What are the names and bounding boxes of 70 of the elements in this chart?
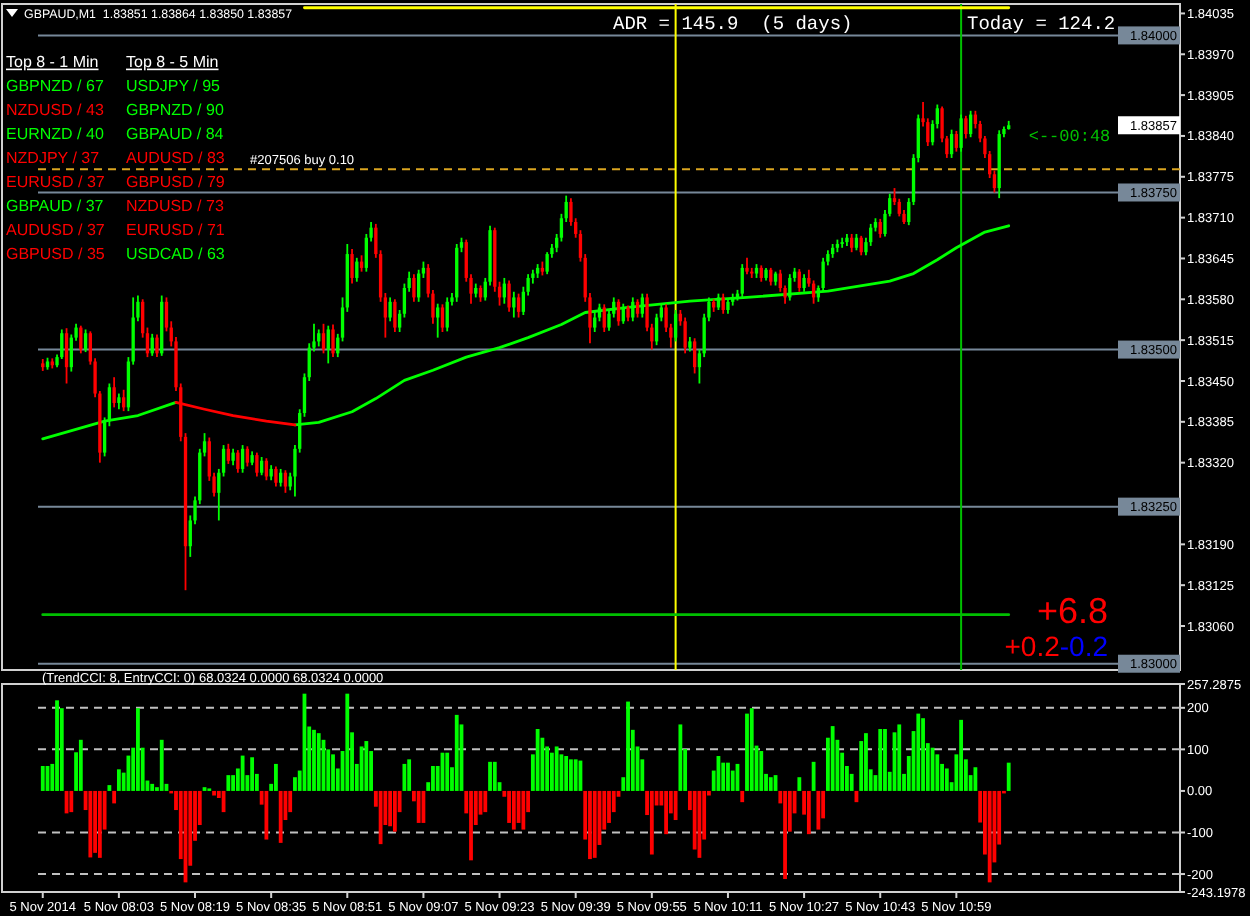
annotation: ADR = 145.9 (5 days) bbox=[613, 13, 853, 35]
candlestick bbox=[631, 296, 635, 323]
category-label: GBPUSD / 35 bbox=[6, 244, 106, 263]
candlestick bbox=[350, 248, 354, 285]
candlestick bbox=[326, 324, 330, 365]
candlestick bbox=[60, 328, 64, 360]
category-label: EURUSD / 71 bbox=[126, 220, 226, 239]
candlestick bbox=[740, 263, 744, 299]
candlestick bbox=[64, 327, 69, 385]
annotation: <--00:48 bbox=[1028, 126, 1111, 147]
candlestick bbox=[954, 130, 959, 153]
category-label: GBPAUD / 84 bbox=[126, 124, 225, 143]
candlestick bbox=[155, 333, 159, 359]
candlestick bbox=[516, 292, 521, 319]
candlestick bbox=[635, 298, 640, 319]
candlestick bbox=[388, 296, 392, 323]
candlestick bbox=[640, 292, 644, 319]
candlestick bbox=[274, 465, 278, 488]
candlestick bbox=[436, 302, 440, 339]
category-label: EURUSD / 37 bbox=[6, 172, 106, 191]
candlestick bbox=[79, 324, 83, 355]
candlestick bbox=[226, 442, 230, 465]
candlestick bbox=[331, 323, 335, 359]
candlestick bbox=[321, 322, 326, 355]
candlestick bbox=[959, 113, 963, 153]
category-label: NZDJPY / 37 bbox=[6, 148, 101, 167]
category-label: +6.8 bbox=[1036, 591, 1108, 631]
candlestick bbox=[393, 298, 397, 333]
candlestick bbox=[593, 310, 597, 333]
category-label: GBPUSD / 79 bbox=[126, 172, 226, 191]
annotation: Today = 124.2 bbox=[967, 13, 1116, 35]
candlestick bbox=[440, 303, 445, 333]
category-label: GBPAUD / 37 bbox=[6, 196, 105, 215]
candlestick bbox=[512, 290, 516, 319]
candlestick bbox=[673, 309, 678, 343]
candlestick bbox=[721, 292, 725, 315]
category-label: EURNZD / 40 bbox=[6, 124, 105, 143]
candlestick bbox=[255, 451, 259, 478]
category-label: -0.2 bbox=[1059, 630, 1109, 662]
text: Top 8 - 1 Min bbox=[6, 52, 99, 71]
candlestick bbox=[692, 337, 697, 375]
candlestick bbox=[283, 469, 288, 494]
candlestick bbox=[507, 279, 511, 313]
candlestick bbox=[683, 316, 687, 355]
candlestick bbox=[621, 302, 625, 325]
candlestick bbox=[83, 328, 88, 353]
candlestick bbox=[949, 128, 954, 159]
candlestick bbox=[121, 388, 126, 413]
category-label: NZDUSD / 43 bbox=[6, 100, 105, 119]
candlestick bbox=[545, 251, 549, 276]
category-label: NZDUSD / 73 bbox=[126, 196, 225, 215]
category-label: +0.2 bbox=[1004, 630, 1061, 662]
candlestick bbox=[445, 296, 449, 333]
candlestick bbox=[602, 303, 606, 333]
candlestick bbox=[878, 217, 882, 239]
candlestick bbox=[850, 233, 854, 254]
category-label: USDJPY / 95 bbox=[126, 76, 222, 95]
category-label: AUDUSD / 37 bbox=[6, 220, 106, 239]
category-label: GBPNZD / 90 bbox=[126, 100, 225, 119]
category-label: GBPNZD / 67 bbox=[6, 76, 105, 95]
candlestick bbox=[236, 449, 240, 474]
candlestick bbox=[412, 273, 416, 303]
category-label: USDCAD / 63 bbox=[126, 244, 226, 263]
candlestick bbox=[964, 114, 968, 140]
text: Top 8 - 5 Min bbox=[126, 52, 219, 71]
candlestick bbox=[240, 444, 245, 474]
candlestick bbox=[259, 456, 264, 477]
category-label: AUDUSD / 83 bbox=[126, 148, 226, 167]
candlestick bbox=[112, 376, 116, 409]
candlestick bbox=[245, 445, 250, 468]
